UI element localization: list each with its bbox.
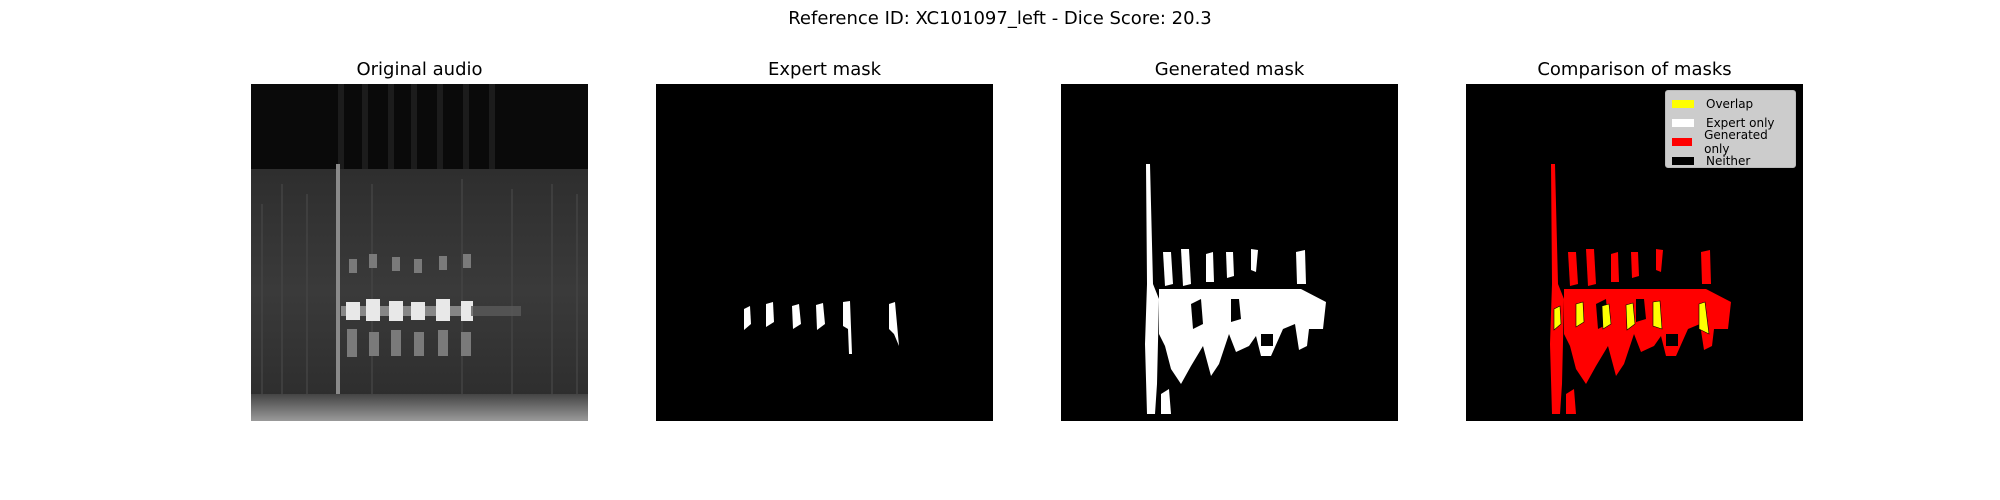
overlap-blob-3 — [1601, 303, 1612, 330]
generated-mask-panel — [1061, 84, 1398, 421]
expert-blob-1 — [744, 306, 751, 330]
panel-title-comparison: Comparison of masks — [1537, 59, 1732, 80]
expert-blob-5 — [843, 301, 852, 354]
legend-label-generated-only: Generated only — [1704, 127, 1768, 156]
expert-blob-2 — [766, 302, 774, 327]
legend-label-neither: Neither — [1706, 153, 1751, 168]
neither-swatch — [1672, 156, 1694, 165]
legend-item-expert-only: Expert only — [1672, 113, 1789, 132]
overlap-swatch — [1672, 99, 1694, 108]
overlap-blob-5 — [1652, 300, 1663, 330]
expert-mask-panel — [656, 84, 993, 421]
spectrogram-image — [251, 84, 588, 421]
overlap-blob-2 — [1575, 301, 1585, 328]
expert-blob-4 — [816, 303, 825, 330]
legend-label-overlap: Overlap — [1706, 96, 1754, 111]
generated-only-swatch — [1672, 137, 1693, 146]
overlap-blob-1 — [1553, 305, 1562, 331]
generated-streak — [1145, 164, 1159, 414]
legend-label-expert-only: Expert only — [1706, 115, 1775, 130]
legend-item-generated-only: Generated only — [1672, 128, 1789, 156]
comparison-legend: Overlap Expert only Generated only Neith… — [1665, 90, 1796, 168]
expert-blob-6 — [889, 302, 899, 346]
panel-title-generated-mask: Generated mask — [1154, 59, 1305, 80]
expert-mask-image — [656, 84, 993, 421]
figure-title: Reference ID: XC101097_left - Dice Score… — [788, 8, 1212, 29]
overlap-blob-6 — [1698, 301, 1710, 335]
panel-title-expert-mask: Expert mask — [767, 59, 882, 80]
expert-only-swatch — [1672, 118, 1694, 127]
overlap-blob-4 — [1625, 302, 1636, 331]
spectrogram-panel — [251, 84, 588, 421]
legend-item-neither: Neither — [1672, 151, 1789, 170]
generated-mask-image — [1061, 84, 1398, 421]
expert-blob-3 — [792, 304, 801, 329]
legend-item-overlap: Overlap — [1672, 94, 1789, 113]
panel-title-original-audio: Original audio — [356, 59, 483, 80]
